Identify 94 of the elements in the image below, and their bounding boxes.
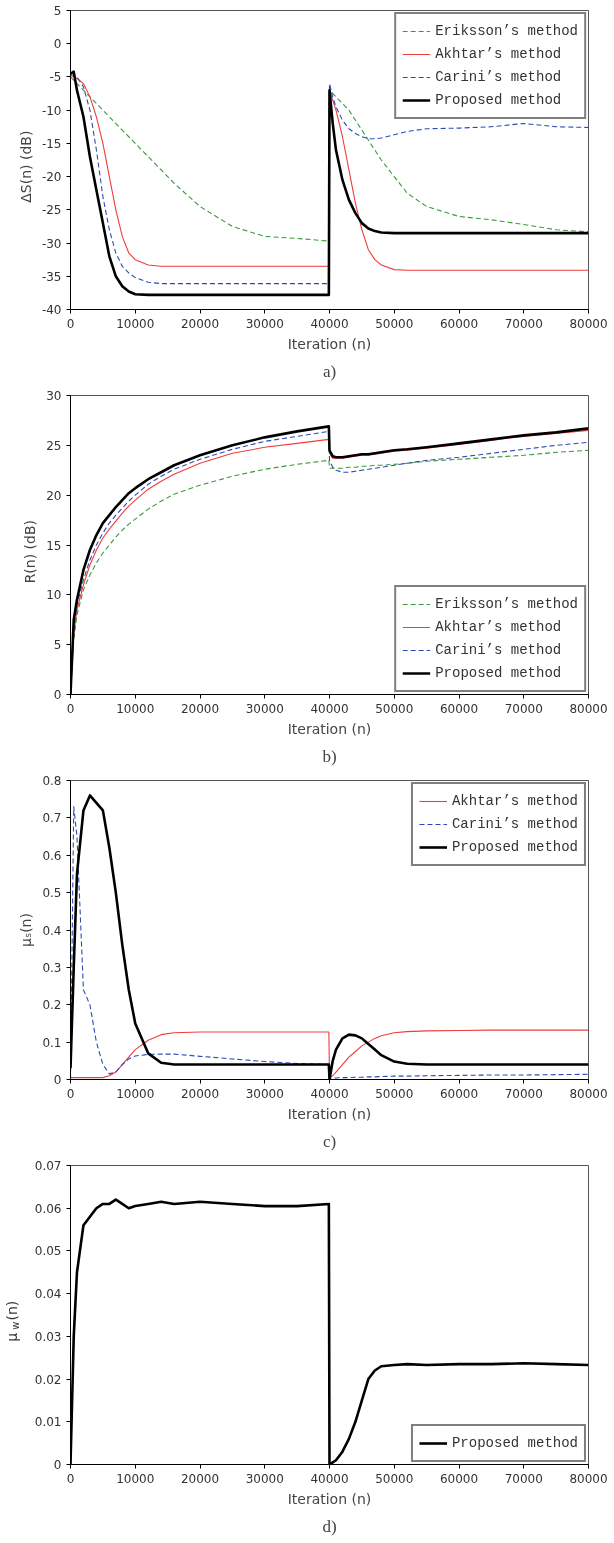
x-tick-label: 80000 [569,1086,608,1101]
x-tick-label: 60000 [439,316,479,331]
y-tick-label: 0.01 [34,1415,62,1430]
x-tick-label: 40000 [310,1086,349,1101]
x-axis-title: Iteration (n) [287,1490,372,1507]
x-tick-label: 70000 [504,701,543,716]
y-tick-label: 0 [53,1073,62,1087]
y-tick-label: 15 [46,538,62,553]
x-tick-label: 0 [66,1471,75,1486]
y-axis-title: μₛ(n) [18,913,35,947]
y-axis-title: ΔS(n) (dB) [17,130,34,203]
text: b) [322,746,337,766]
y-tick-label: -5 [49,70,62,85]
y-tick-label: 30 [46,389,62,403]
x-tick-label: 50000 [375,1471,414,1486]
x-tick-label: 20000 [180,1471,220,1486]
x-axis-title: Iteration (n) [287,720,372,737]
x-tick-label: 50000 [375,316,414,331]
x-tick-label: 10000 [116,316,155,331]
x-tick-label: 20000 [180,316,220,331]
x-tick-label: 70000 [504,316,543,331]
y-tick-label: 0.6 [42,848,62,863]
y-tick-label: 0.4 [42,923,62,938]
x-tick-label: 60000 [439,701,479,716]
y-tick-label: 0.02 [34,1372,62,1387]
y-tick-label: -30 [41,236,62,251]
legend-label: Akhtar’s method [435,619,562,635]
y-axis-title: R(n) (dB) [22,519,39,584]
y-tick-label: 20 [46,488,62,503]
x-tick-label: 0 [66,701,75,716]
y-tick-label: 10 [46,588,62,603]
y-tick-label: -20 [41,170,62,185]
legend-label: Proposed method [451,1435,578,1451]
y-tick-label: -10 [41,103,62,118]
x-tick-label: 60000 [439,1086,479,1101]
x-tick-label: 80000 [569,1471,608,1486]
x-tick-label: 70000 [504,1471,543,1486]
x-tick-label: 80000 [569,701,608,716]
legend-label: Carini’s method [435,69,562,85]
x-tick-label: 40000 [310,1471,349,1486]
x-axis-title: Iteration (n) [287,335,372,352]
y-axis-title: μw(n) [3,1300,21,1342]
x-tick-label: 0 [66,1086,75,1101]
y-tick-label: 0.07 [34,1159,62,1173]
y-tick-label: 0 [53,688,62,702]
y-tick-label: 0.3 [42,960,62,975]
y-tick-label: 0.5 [42,886,62,901]
y-tick-label: 0.03 [34,1329,62,1344]
text: a) [322,361,337,381]
y-tick-label: 0 [53,1458,62,1472]
x-tick-label: 30000 [245,701,284,716]
x-tick-label: 20000 [180,701,220,716]
x-tick-label: 30000 [245,316,284,331]
x-tick-label: 30000 [245,1471,284,1486]
x-tick-label: 20000 [180,1086,220,1101]
x-axis-title: Iteration (n) [287,1105,372,1122]
y-tick-label: 0 [53,37,62,52]
x-tick-label: 40000 [310,701,349,716]
y-tick-label: 0.06 [34,1201,62,1216]
legend-label: Proposed method [435,92,562,108]
text: d) [322,1516,337,1536]
legend-label: Carini’s method [451,816,578,832]
x-tick-label: 50000 [375,1086,414,1101]
x-tick-label: 0 [66,316,75,331]
x-tick-label: 10000 [116,701,155,716]
y-tick-label: -25 [41,203,62,218]
x-tick-label: 70000 [504,1086,543,1101]
y-tick-label: 5 [53,638,62,653]
legend-label: Proposed method [451,839,578,855]
y-tick-label: 0.04 [34,1287,62,1302]
y-tick-label: 0.2 [42,998,62,1013]
text: c) [322,1131,337,1151]
y-tick-label: 0.1 [42,1035,62,1050]
y-tick-label: 0.8 [42,774,62,788]
y-tick-label: -15 [41,136,62,151]
x-tick-label: 10000 [116,1086,155,1101]
legend-label: Eriksson’s method [435,23,578,39]
legend-label: Akhtar’s method [435,46,562,62]
x-tick-label: 60000 [439,1471,479,1486]
legend-label: Akhtar’s method [451,793,578,809]
y-tick-label: 0.05 [34,1244,62,1259]
y-tick-label: -35 [41,269,62,284]
legend-label: Carini’s method [435,642,562,658]
x-tick-label: 40000 [310,316,349,331]
legend-label: Proposed method [435,665,562,681]
y-tick-label: -40 [41,303,62,317]
y-tick-label: 0.7 [42,811,62,826]
legend-label: Eriksson’s method [435,596,578,612]
y-tick-label: 5 [53,4,62,18]
x-tick-label: 50000 [375,701,414,716]
x-tick-label: 10000 [116,1471,155,1486]
x-tick-label: 30000 [245,1086,284,1101]
y-tick-label: 25 [46,438,62,453]
x-tick-label: 80000 [569,316,608,331]
